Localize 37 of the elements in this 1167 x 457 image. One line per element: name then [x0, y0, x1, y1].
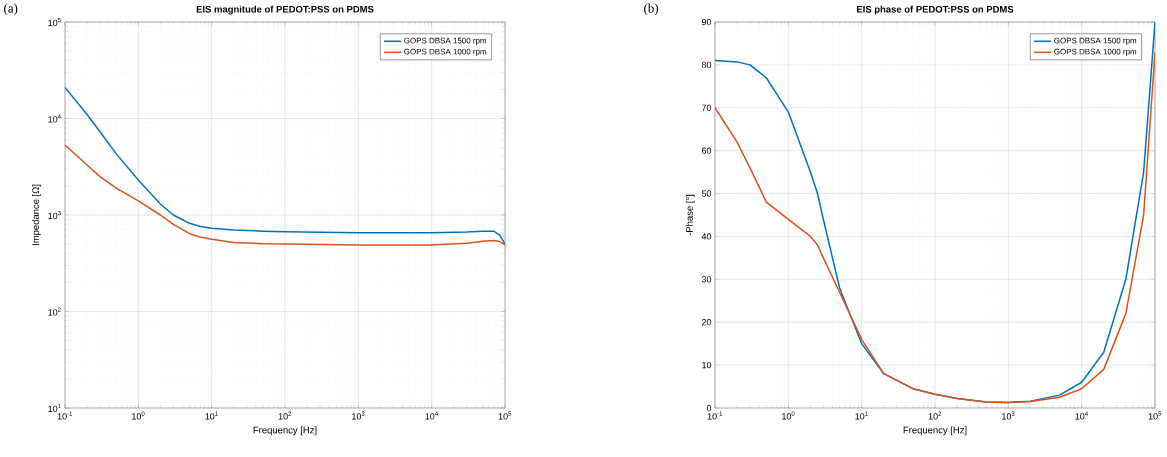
y-tick-label: 10$^{1}$	[48, 404, 61, 413]
x-tick-label: 10$^{1}$	[855, 411, 868, 420]
y-tick-label: 40	[701, 233, 712, 240]
x-tick-label: 10$^{0}$	[782, 411, 795, 420]
y-tick-label: 60	[701, 147, 712, 154]
x-tick-label: 10$^{-1}$	[707, 411, 723, 420]
y-tick-label: 10$^{3}$	[48, 210, 61, 220]
x-tick-label: 10$^{4}$	[425, 411, 438, 420]
x-tick-label: 10$^{4}$	[1075, 411, 1088, 420]
x-axis-title: Frequency [Hz]	[903, 426, 967, 436]
y-tick-label: 80	[701, 61, 712, 69]
x-tick-label: 10$^{5}$	[498, 411, 512, 420]
y-tick-label: 30	[701, 276, 712, 283]
text: (a)	[4, 3, 18, 16]
y-tick-label: 10	[702, 361, 712, 369]
x-tick-label: 10$^{2}$	[928, 411, 942, 420]
chart-title: EIS phase of PEDOT:PSS on PDMS	[857, 5, 1014, 15]
chart-title: EIS magnitude of PEDOT:PSS on PDMS	[196, 5, 374, 15]
x-tick-label: 10$^{2}$	[278, 411, 292, 420]
x-tick-label: 10$^{5}$	[1148, 411, 1162, 420]
y-tick-label: 10$^{2}$	[48, 307, 61, 316]
x-tick-label: 10$^{1}$	[205, 411, 218, 420]
x-tick-label: 10$^{3}$	[1002, 411, 1015, 420]
y-tick-label: 20	[701, 319, 712, 326]
y-tick-label: 70	[701, 104, 712, 111]
y-tick-label: 10$^{4}$	[48, 114, 61, 123]
y-tick-label: 90	[701, 18, 712, 26]
y-tick-label: 50	[701, 190, 712, 197]
y-axis-title: Impedance [Ω]	[32, 184, 41, 246]
x-tick-label: 10$^{-1}$	[57, 411, 73, 420]
y-axis-title: -Phase [°]	[685, 194, 695, 236]
text: (b)	[644, 3, 659, 16]
y-tick-label: 0	[706, 404, 712, 412]
x-axis-title: Frequency [Hz]	[253, 426, 317, 436]
x-tick-label: 10$^{0}$	[132, 411, 145, 420]
y-tick-label: 10$^{5}$	[48, 17, 61, 26]
x-tick-label: 10$^{3}$	[352, 411, 365, 420]
